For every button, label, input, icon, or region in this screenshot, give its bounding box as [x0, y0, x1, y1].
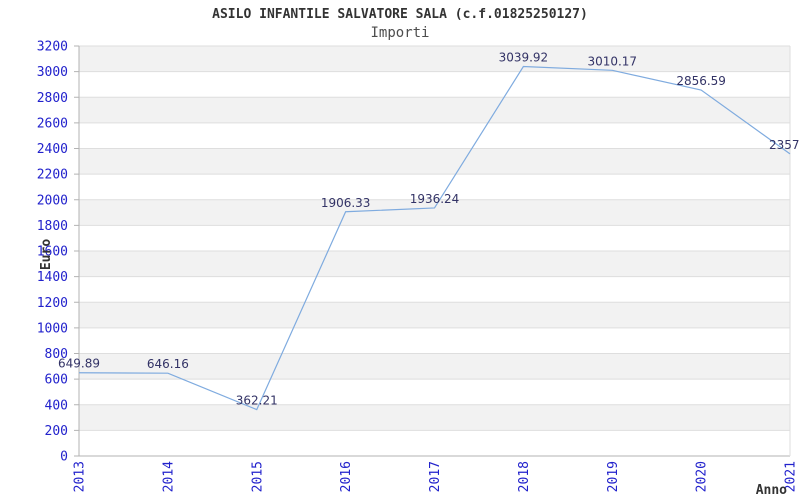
chart-title: ASILO INFANTILE SALVATORE SALA (c.f.0182…: [212, 7, 588, 22]
plot-band: [79, 327, 790, 354]
y-tick-label: 200: [45, 424, 68, 439]
point-label: 1936.24: [410, 192, 460, 206]
x-tick-label: 2016: [339, 461, 354, 492]
plot-band: [79, 71, 790, 98]
x-tick-label: 2015: [250, 461, 265, 492]
y-tick-label: 3000: [37, 65, 68, 80]
y-tick-label: 600: [45, 373, 68, 388]
x-tick-label: 2020: [695, 461, 710, 492]
point-label: 2856.59: [676, 74, 726, 88]
plot-band: [79, 148, 790, 175]
point-label: 362.21: [236, 394, 278, 408]
x-tick-label: 2021: [784, 461, 799, 492]
plot-band: [79, 404, 790, 431]
y-tick-label: 2800: [37, 91, 68, 106]
y-tick-label: 2600: [37, 116, 68, 131]
y-tick-label: 1600: [37, 245, 68, 260]
y-tick-label: 400: [45, 398, 68, 413]
y-tick-label: 1200: [37, 296, 68, 311]
data-line: [78, 65, 791, 411]
y-tick-label: 1400: [37, 270, 68, 285]
x-tick-label: 2019: [606, 461, 621, 492]
chart-subtitle: Importi: [370, 25, 430, 41]
y-tick-label: 1800: [37, 219, 68, 234]
x-tick-label: 2018: [517, 461, 532, 492]
y-tick-label: 2200: [37, 168, 68, 183]
plot-band: [79, 302, 790, 328]
plot-band: [79, 46, 790, 72]
y-tick-label: 2000: [37, 193, 68, 208]
y-tick-label: 800: [45, 347, 68, 362]
x-tick-label: 2014: [161, 461, 176, 492]
x-tick-label: 2013: [73, 461, 88, 492]
y-axis-label: Euro: [39, 238, 55, 271]
plot-band: [79, 379, 790, 405]
y-tick-label: 3200: [37, 40, 68, 55]
point-label: 646.16: [147, 357, 189, 371]
point-label: 3039.92: [499, 51, 549, 65]
y-tick-label: 2400: [37, 142, 68, 157]
point-label: 1906.33: [321, 196, 371, 210]
x-tick-label: 2017: [428, 461, 443, 492]
plot-band: [79, 430, 790, 456]
plot-band: [79, 353, 790, 380]
plot-band: [79, 97, 790, 123]
plot-band: [79, 251, 790, 277]
point-label: 649.89: [58, 357, 100, 371]
plot-band: [79, 122, 790, 149]
point-label: 2357.9: [769, 138, 800, 152]
plot-band: [79, 276, 790, 303]
plot-band: [79, 174, 790, 200]
y-tick-label: 1000: [37, 321, 68, 336]
x-axis-label: Anno: [755, 483, 787, 498]
plot-band: [79, 225, 790, 251]
point-label: 3010.17: [587, 54, 637, 68]
y-tick-label: 0: [60, 450, 68, 465]
plot-band: [79, 199, 790, 226]
